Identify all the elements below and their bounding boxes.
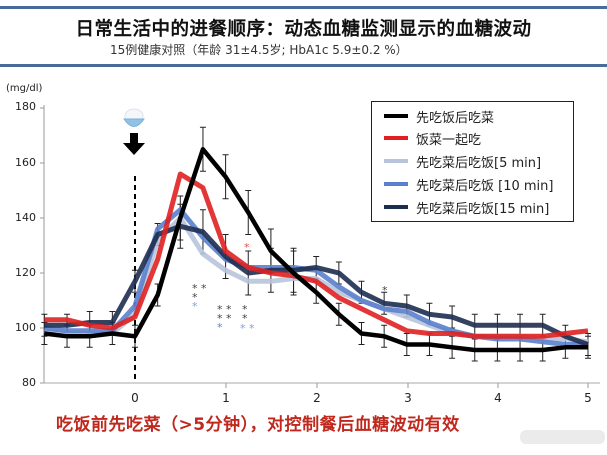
y-tick: 160 xyxy=(15,156,36,169)
legend-item: 饭菜一起吃 xyxy=(384,129,482,148)
series-line xyxy=(44,171,589,339)
watermark xyxy=(520,430,605,444)
legend-item: 先吃菜后吃饭 [10 min] xyxy=(384,175,554,194)
series-line xyxy=(44,147,588,353)
series-lines xyxy=(44,147,589,353)
legend-swatch xyxy=(384,136,408,140)
x-tick: 3 xyxy=(404,391,412,405)
x-tick: 5 xyxy=(584,391,592,405)
legend-item: 先吃菜后吃饭[15 min] xyxy=(384,198,550,217)
series-line xyxy=(44,223,589,347)
svg-text:*: * xyxy=(244,241,250,254)
rice-bowl-icon xyxy=(123,108,145,127)
legend-swatch xyxy=(384,114,408,118)
legend-label: 饭菜一起吃 xyxy=(416,132,482,148)
bottom-rule xyxy=(0,64,607,67)
significance-markers: * * * * * * * * * * * * * * * xyxy=(192,241,388,335)
legend: 先吃饭后吃菜 饭菜一起吃 先吃菜后吃饭[5 min] 先吃菜后吃饭 [10 mi… xyxy=(371,101,574,222)
x-tick: 2 xyxy=(313,391,321,405)
series-line xyxy=(44,207,588,347)
legend-swatch xyxy=(384,182,408,186)
svg-text:* *: * * xyxy=(192,282,207,295)
legend-item: 先吃菜后吃饭[5 min] xyxy=(384,152,542,171)
chart-subtitle: 15例健康对照（年龄 31±4.5岁; HbA1c 5.9±0.2 %） xyxy=(110,43,408,57)
legend-swatch xyxy=(384,159,408,163)
svg-text:* *: * * xyxy=(240,322,255,335)
x-tick: 0 xyxy=(131,391,139,405)
y-tick: 100 xyxy=(15,321,36,334)
svg-text:*: * xyxy=(217,321,223,334)
y-tick: 140 xyxy=(15,211,36,224)
legend-swatch xyxy=(384,205,408,209)
svg-text:* *: * * xyxy=(217,312,232,325)
svg-text:*: * xyxy=(242,312,248,325)
legend-label: 先吃菜后吃饭[15 min] xyxy=(416,201,550,217)
y-tick-marks xyxy=(40,107,44,384)
svg-text:*: * xyxy=(192,300,198,313)
svg-text:*: * xyxy=(382,284,388,297)
legend-label: 先吃饭后吃菜 xyxy=(416,110,495,126)
svg-text:* *: * * xyxy=(217,303,232,316)
svg-text:*: * xyxy=(192,291,198,304)
y-tick: 120 xyxy=(15,266,36,279)
y-tick: 80 xyxy=(22,376,36,389)
x-tick: 1 xyxy=(222,391,230,405)
y-axis-unit: (mg/dl) xyxy=(6,83,43,94)
y-tick: 180 xyxy=(15,100,36,113)
legend-label: 先吃菜后吃饭[5 min] xyxy=(416,155,542,171)
down-arrow-icon xyxy=(123,133,145,155)
top-rule xyxy=(0,6,607,9)
svg-text:*: * xyxy=(242,303,248,316)
conclusion-caption: 吃饭前先吃菜（>5分钟），对控制餐后血糖波动有效 xyxy=(56,415,460,435)
x-tick: 4 xyxy=(494,391,502,405)
chart-title: 日常生活中的进餐顺序：动态血糖监测显示的血糖波动 xyxy=(75,19,532,40)
legend-item: 先吃饭后吃菜 xyxy=(384,107,495,126)
x-tick-marks xyxy=(225,383,589,388)
legend-label: 先吃菜后吃饭 [10 min] xyxy=(416,178,554,194)
